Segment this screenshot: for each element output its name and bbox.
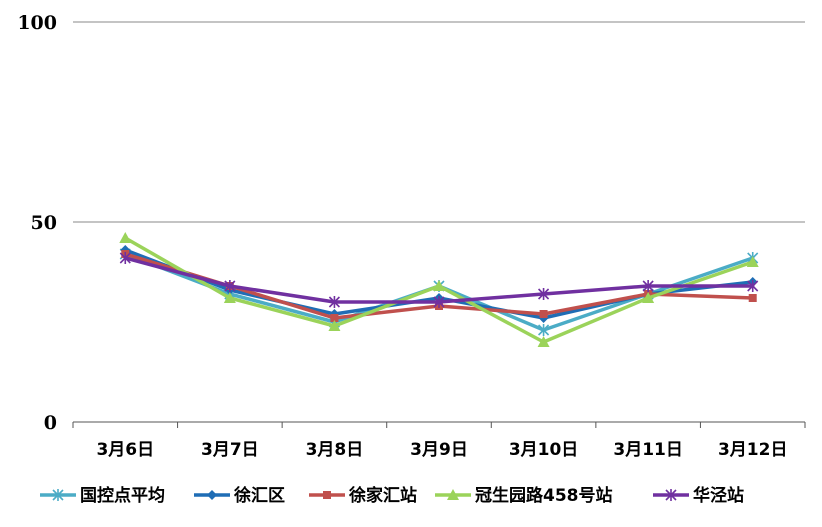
data-point xyxy=(433,296,445,308)
gridlines xyxy=(73,21,805,423)
legend-item: 冠生园路458号站 xyxy=(435,485,613,506)
x-axis: 3月6日 3月7日 3月8日 3月9日 3月10日 3月11日 3月12日 xyxy=(72,422,806,460)
legend-label: 徐家汇站 xyxy=(348,485,417,506)
x-tick-label: 3月9日 xyxy=(410,440,468,460)
data-point xyxy=(747,280,759,292)
x-tick-label: 3月8日 xyxy=(306,440,364,460)
data-point xyxy=(538,324,550,336)
series-4 xyxy=(119,232,759,347)
data-point xyxy=(642,292,655,303)
x-tick-label: 3月11日 xyxy=(613,440,683,460)
data-point xyxy=(433,280,445,291)
legend-label: 国控点平均 xyxy=(80,485,165,506)
data-point xyxy=(223,292,236,303)
data-point xyxy=(538,288,550,300)
legend-marker xyxy=(52,489,64,501)
legend-item: 国控点平均 xyxy=(40,485,165,506)
x-tick-label: 3月7日 xyxy=(201,440,259,460)
data-point xyxy=(328,320,341,331)
series-5 xyxy=(119,252,759,308)
legend-marker xyxy=(207,490,217,500)
data-point xyxy=(119,252,131,264)
data-point xyxy=(642,280,654,292)
data-point xyxy=(328,296,340,308)
data-point xyxy=(224,280,236,292)
data-point xyxy=(539,310,548,318)
data-point xyxy=(537,336,550,347)
data-point xyxy=(119,232,132,243)
legend-item: 徐汇区 xyxy=(194,485,285,506)
plot-area xyxy=(119,232,759,347)
legend-label: 华泾站 xyxy=(693,485,744,506)
legend-marker xyxy=(665,489,677,501)
y-tick-label: 50 xyxy=(31,212,57,234)
legend-marker xyxy=(447,489,459,500)
legend-item: 华泾站 xyxy=(653,485,744,506)
x-tick-label: 3月12日 xyxy=(718,440,788,460)
x-tick-label: 3月6日 xyxy=(96,440,154,460)
legend-marker xyxy=(323,491,331,499)
data-point xyxy=(746,256,759,267)
y-tick-label: 100 xyxy=(17,12,57,34)
x-tick-label: 3月10日 xyxy=(509,440,579,460)
legend: 国控点平均 徐汇区 徐家汇站 冠生园路458号站 华泾站 xyxy=(40,485,744,506)
legend-item: 徐家汇站 xyxy=(309,485,417,506)
data-point xyxy=(748,294,757,302)
data-point xyxy=(330,314,339,322)
legend-label: 冠生园路458号站 xyxy=(475,485,613,506)
y-axis: 0 50 100 xyxy=(17,12,57,434)
legend-label: 徐汇区 xyxy=(233,485,285,506)
y-tick-label: 0 xyxy=(44,412,57,434)
